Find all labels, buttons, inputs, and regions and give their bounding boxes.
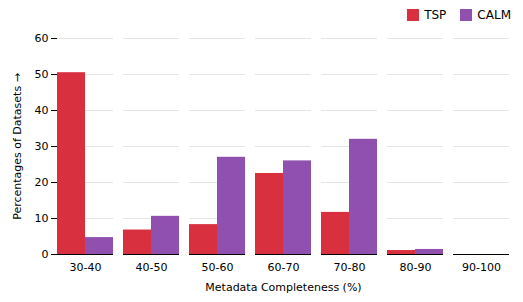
svg-text:Metadata Completeness (%): Metadata Completeness (%)	[205, 281, 361, 294]
svg-text:60-70: 60-70	[268, 261, 300, 274]
svg-text:10: 10	[35, 212, 49, 225]
svg-text:40-50: 40-50	[136, 261, 168, 274]
svg-text:40: 40	[35, 104, 49, 117]
svg-text:Percentages of Datasets →: Percentages of Datasets →	[11, 73, 24, 220]
svg-text:60: 60	[35, 32, 49, 45]
svg-text:30-40: 30-40	[70, 261, 102, 274]
svg-text:70-80: 70-80	[334, 261, 366, 274]
svg-text:30: 30	[35, 140, 49, 153]
svg-text:20: 20	[35, 176, 49, 189]
svg-text:50-60: 50-60	[202, 261, 234, 274]
svg-text:80-90: 80-90	[400, 261, 432, 274]
html-text:CALM: CALM	[477, 8, 511, 22]
svg-text:50: 50	[35, 68, 49, 81]
html-text:TSP: TSP	[424, 8, 447, 22]
svg-text:90-100: 90-100	[462, 261, 501, 274]
svg-text:0: 0	[42, 248, 49, 261]
